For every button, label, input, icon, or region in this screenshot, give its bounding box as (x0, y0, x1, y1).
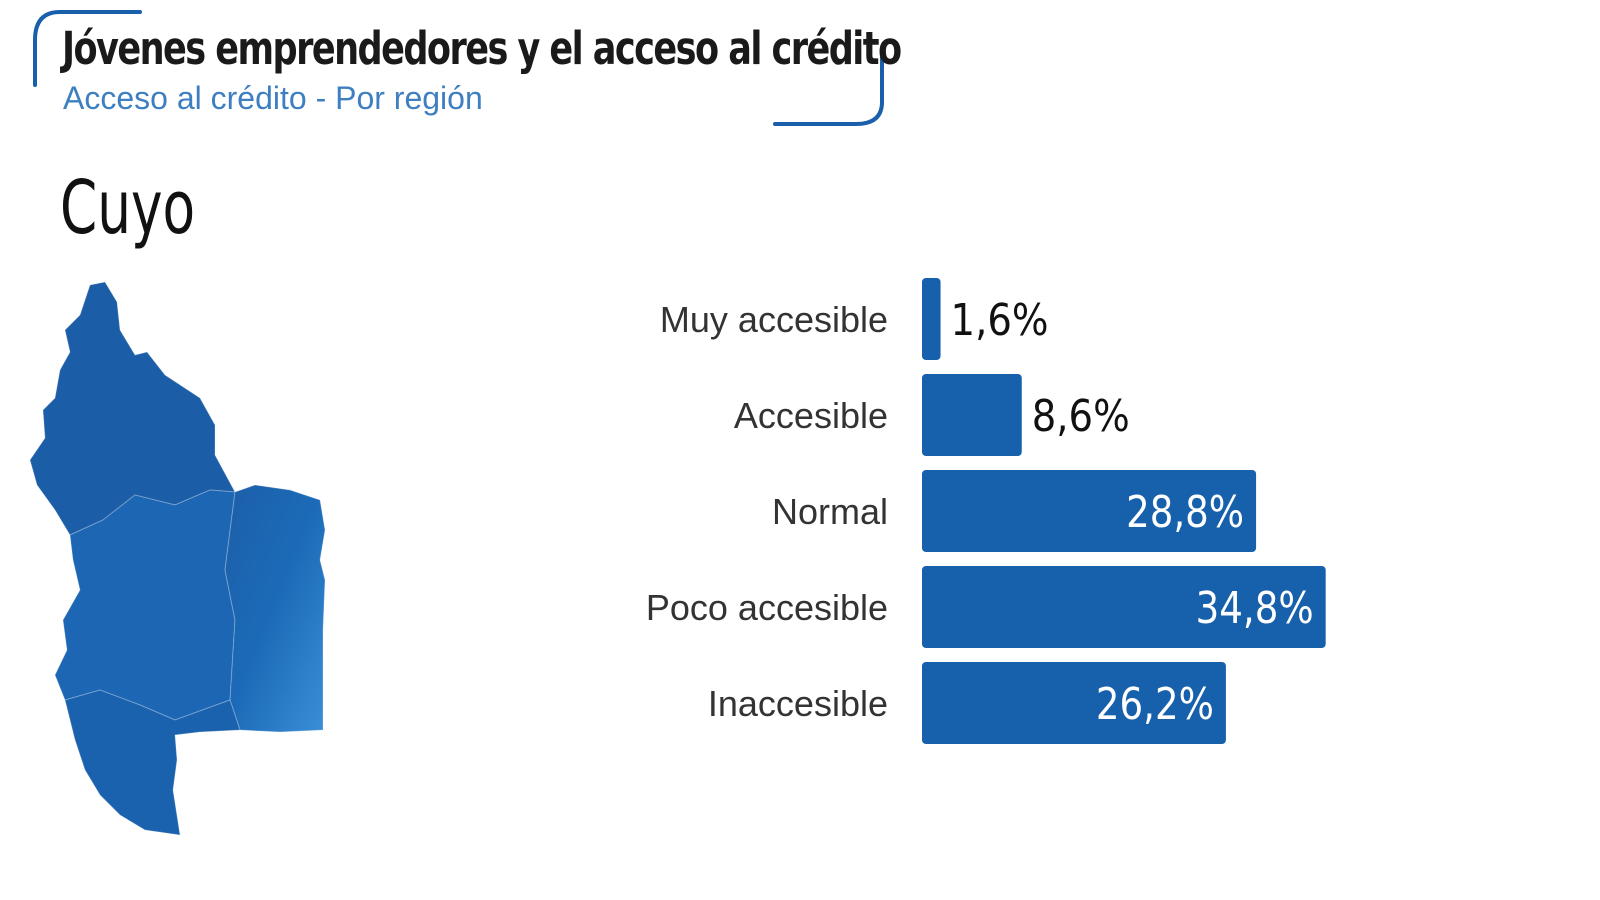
province-san-luis (224, 484, 326, 733)
region-title: Cuyo (60, 165, 196, 251)
bar (922, 470, 1257, 552)
category-label: Inaccesible (708, 683, 888, 724)
category-label: Accesible (734, 395, 888, 436)
category-label: Normal (772, 491, 888, 532)
category-label: Muy accesible (660, 299, 888, 340)
province-mendoza (64, 689, 241, 836)
bar (922, 662, 1226, 744)
value-label: 1,6% (951, 295, 1049, 346)
bar (922, 278, 941, 360)
category-label: Poco accesible (646, 587, 888, 628)
bar (922, 566, 1326, 648)
page-title: Jóvenes emprendedores y el acceso al cré… (62, 22, 902, 75)
value-label: 28,8% (1126, 487, 1244, 538)
header-frame (33, 10, 884, 126)
page-subtitle: Acceso al crédito - Por región (63, 80, 483, 116)
value-label: 8,6% (1032, 391, 1130, 442)
cuyo-region-map-icon (29, 281, 326, 836)
value-label: 26,2% (1096, 679, 1214, 730)
bar (922, 374, 1022, 456)
value-label: 34,8% (1196, 583, 1314, 634)
